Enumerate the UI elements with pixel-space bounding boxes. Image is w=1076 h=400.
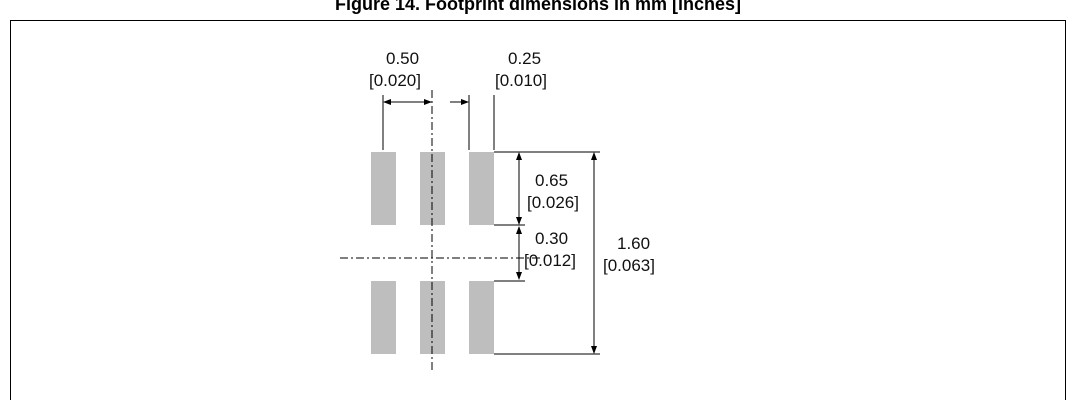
total-length-mm-label: 1.60: [617, 234, 650, 253]
pitch-inch-label: [0.020]: [369, 71, 421, 90]
pad-bottom-right: [469, 281, 494, 354]
total-length-inch-label: [0.063]: [603, 256, 655, 275]
pad-top-left: [371, 152, 396, 225]
figure-caption: Figure 14. Footprint dimensions in mm [i…: [334, 0, 742, 14]
figure-frame: [10, 20, 1066, 400]
pad-bottom-left: [371, 281, 396, 354]
pad-length-inch-label: [0.026]: [527, 193, 579, 212]
gap-inch-label: [0.010]: [495, 71, 547, 90]
row-gap-inch-label: [0.012]: [524, 251, 576, 270]
footprint-diagram: 0.50 [0.020] 0.25 [0.010] 0.65 [0.026] 0…: [340, 49, 655, 370]
pad-top-right: [469, 152, 494, 225]
pad-length-mm-label: 0.65: [535, 171, 568, 190]
pitch-mm-label: 0.50: [386, 49, 419, 68]
row-gap-mm-label: 0.30: [535, 229, 568, 248]
gap-mm-label: 0.25: [508, 49, 541, 68]
